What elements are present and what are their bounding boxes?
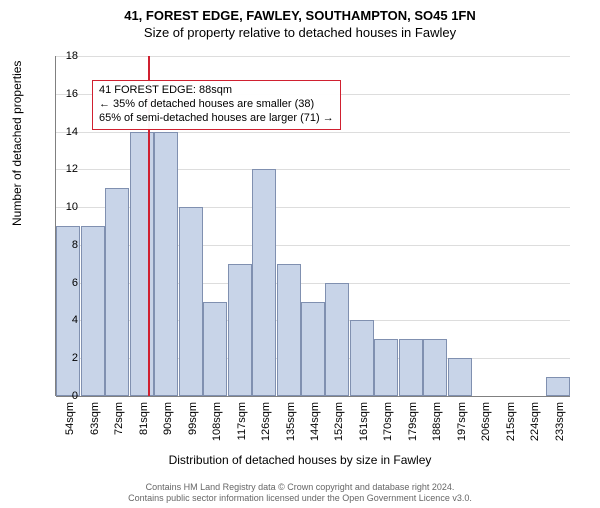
x-tick-label: 144sqm xyxy=(309,402,321,441)
x-tick-label: 90sqm xyxy=(162,402,174,435)
x-tick-label: 161sqm xyxy=(358,402,370,441)
y-tick-label: 4 xyxy=(72,314,78,326)
chart-plot-area: 41 FOREST EDGE: 88sqm← 35% of detached h… xyxy=(56,56,570,396)
histogram-bar xyxy=(154,132,178,396)
y-tick-label: 2 xyxy=(72,352,78,364)
histogram-bar xyxy=(179,207,203,396)
x-tick-label: 197sqm xyxy=(456,402,468,441)
annotation-line-2: 65% of semi-detached houses are larger (… xyxy=(99,112,334,126)
histogram-bar xyxy=(350,320,374,396)
x-tick-label: 108sqm xyxy=(211,402,223,441)
histogram-bar xyxy=(448,358,472,396)
annotation-line-0: 41 FOREST EDGE: 88sqm xyxy=(99,84,334,98)
page-subtitle: Size of property relative to detached ho… xyxy=(0,25,600,40)
histogram-bar xyxy=(81,226,105,396)
page-title: 41, FOREST EDGE, FAWLEY, SOUTHAMPTON, SO… xyxy=(0,8,600,23)
x-axis-label: Distribution of detached houses by size … xyxy=(0,453,600,467)
attribution-line-2: Contains public sector information licen… xyxy=(0,493,600,504)
x-tick-label: 206sqm xyxy=(480,402,492,441)
x-tick-label: 63sqm xyxy=(89,402,101,435)
x-tick-label: 135sqm xyxy=(285,402,297,441)
y-tick-label: 0 xyxy=(72,390,78,402)
histogram-bar xyxy=(546,377,570,396)
x-tick-label: 215sqm xyxy=(505,402,517,441)
gridline xyxy=(56,56,570,57)
attribution-text: Contains HM Land Registry data © Crown c… xyxy=(0,482,600,504)
y-axis-label: Number of detached properties xyxy=(10,61,24,226)
x-tick-label: 99sqm xyxy=(187,402,199,435)
histogram-bar xyxy=(374,339,398,396)
histogram-bar xyxy=(228,264,252,396)
x-tick-label: 54sqm xyxy=(64,402,76,435)
x-tick-label: 152sqm xyxy=(333,402,345,441)
y-tick-label: 8 xyxy=(72,239,78,251)
x-axis-line xyxy=(56,396,570,397)
y-axis-line xyxy=(55,56,56,396)
x-tick-label: 72sqm xyxy=(113,402,125,435)
histogram-bar xyxy=(130,132,154,396)
y-tick-label: 14 xyxy=(66,126,78,138)
histogram-bar xyxy=(325,283,349,396)
histogram-bar xyxy=(203,302,227,396)
x-tick-label: 233sqm xyxy=(554,402,566,441)
x-tick-label: 224sqm xyxy=(529,402,541,441)
attribution-line-1: Contains HM Land Registry data © Crown c… xyxy=(0,482,600,493)
y-tick-label: 12 xyxy=(66,163,78,175)
y-tick-label: 18 xyxy=(66,50,78,62)
x-tick-label: 81sqm xyxy=(138,402,150,435)
x-tick-label: 170sqm xyxy=(382,402,394,441)
y-tick-label: 6 xyxy=(72,277,78,289)
histogram-bar xyxy=(277,264,301,396)
histogram-bar xyxy=(423,339,447,396)
x-tick-label: 126sqm xyxy=(260,402,272,441)
y-tick-label: 10 xyxy=(66,201,78,213)
histogram-bar xyxy=(252,169,276,396)
histogram-bar xyxy=(399,339,423,396)
y-tick-label: 16 xyxy=(66,88,78,100)
annotation-line-1: ← 35% of detached houses are smaller (38… xyxy=(99,98,334,112)
histogram-bar xyxy=(301,302,325,396)
annotation-box: 41 FOREST EDGE: 88sqm← 35% of detached h… xyxy=(92,80,341,129)
histogram-bar xyxy=(105,188,129,396)
histogram-bar xyxy=(56,226,80,396)
x-tick-label: 188sqm xyxy=(431,402,443,441)
x-tick-label: 179sqm xyxy=(407,402,419,441)
x-tick-label: 117sqm xyxy=(236,402,248,440)
